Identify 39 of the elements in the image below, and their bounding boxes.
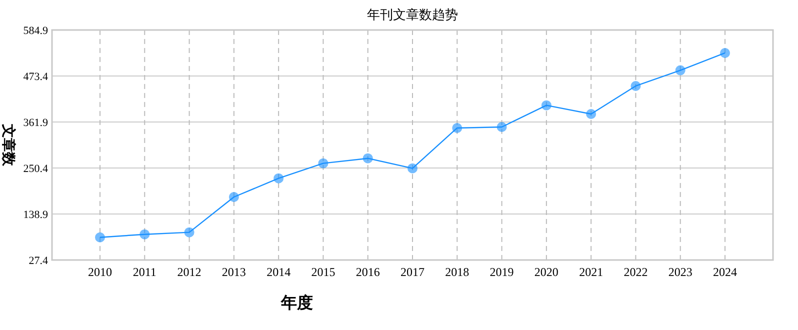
point [228,192,239,202]
y-axis-title: 文章数 [0,123,17,167]
point [452,122,462,133]
point [140,229,150,240]
x-tick-label: 2013 [222,265,246,279]
point [496,122,507,132]
x-tick-label: 2022 [624,265,648,279]
y-tick-label: 584.9 [23,25,48,37]
point [95,232,105,242]
point [586,108,596,119]
y-tick-label: 138.9 [23,209,48,221]
y-tick-label: 473.4 [23,71,48,83]
x-tick-label: 2017 [400,265,424,279]
x-tick-label: 2011 [132,265,156,279]
point [630,80,641,91]
x-tick-label: 2019 [490,265,514,279]
x-tick-label: 2016 [356,265,380,279]
point [184,227,194,238]
point [408,163,418,174]
y-tick-label: 27.4 [28,255,48,267]
x-tick-label: 2024 [713,265,737,279]
point [318,158,328,168]
point [274,173,284,184]
x-tick-label: 2015 [311,265,336,279]
point [675,65,686,76]
x-tick-label: 2018 [445,265,470,279]
y-tick-label: 361.9 [23,117,48,129]
x-axis-title: 年度 [280,293,313,312]
x-tick-label: 2014 [266,265,291,279]
x-tick-label: 2023 [668,265,692,279]
x-tick-label: 2010 [88,265,112,279]
x-tick-label: 2020 [534,265,558,279]
point [362,153,373,164]
point [720,48,730,58]
point [541,100,552,110]
x-tick-label: 2021 [579,265,604,279]
y-tick-label: 250.4 [23,163,48,175]
x-tick-label: 2012 [177,265,202,279]
chart-title: 年刊文章数趋势 [367,7,458,22]
